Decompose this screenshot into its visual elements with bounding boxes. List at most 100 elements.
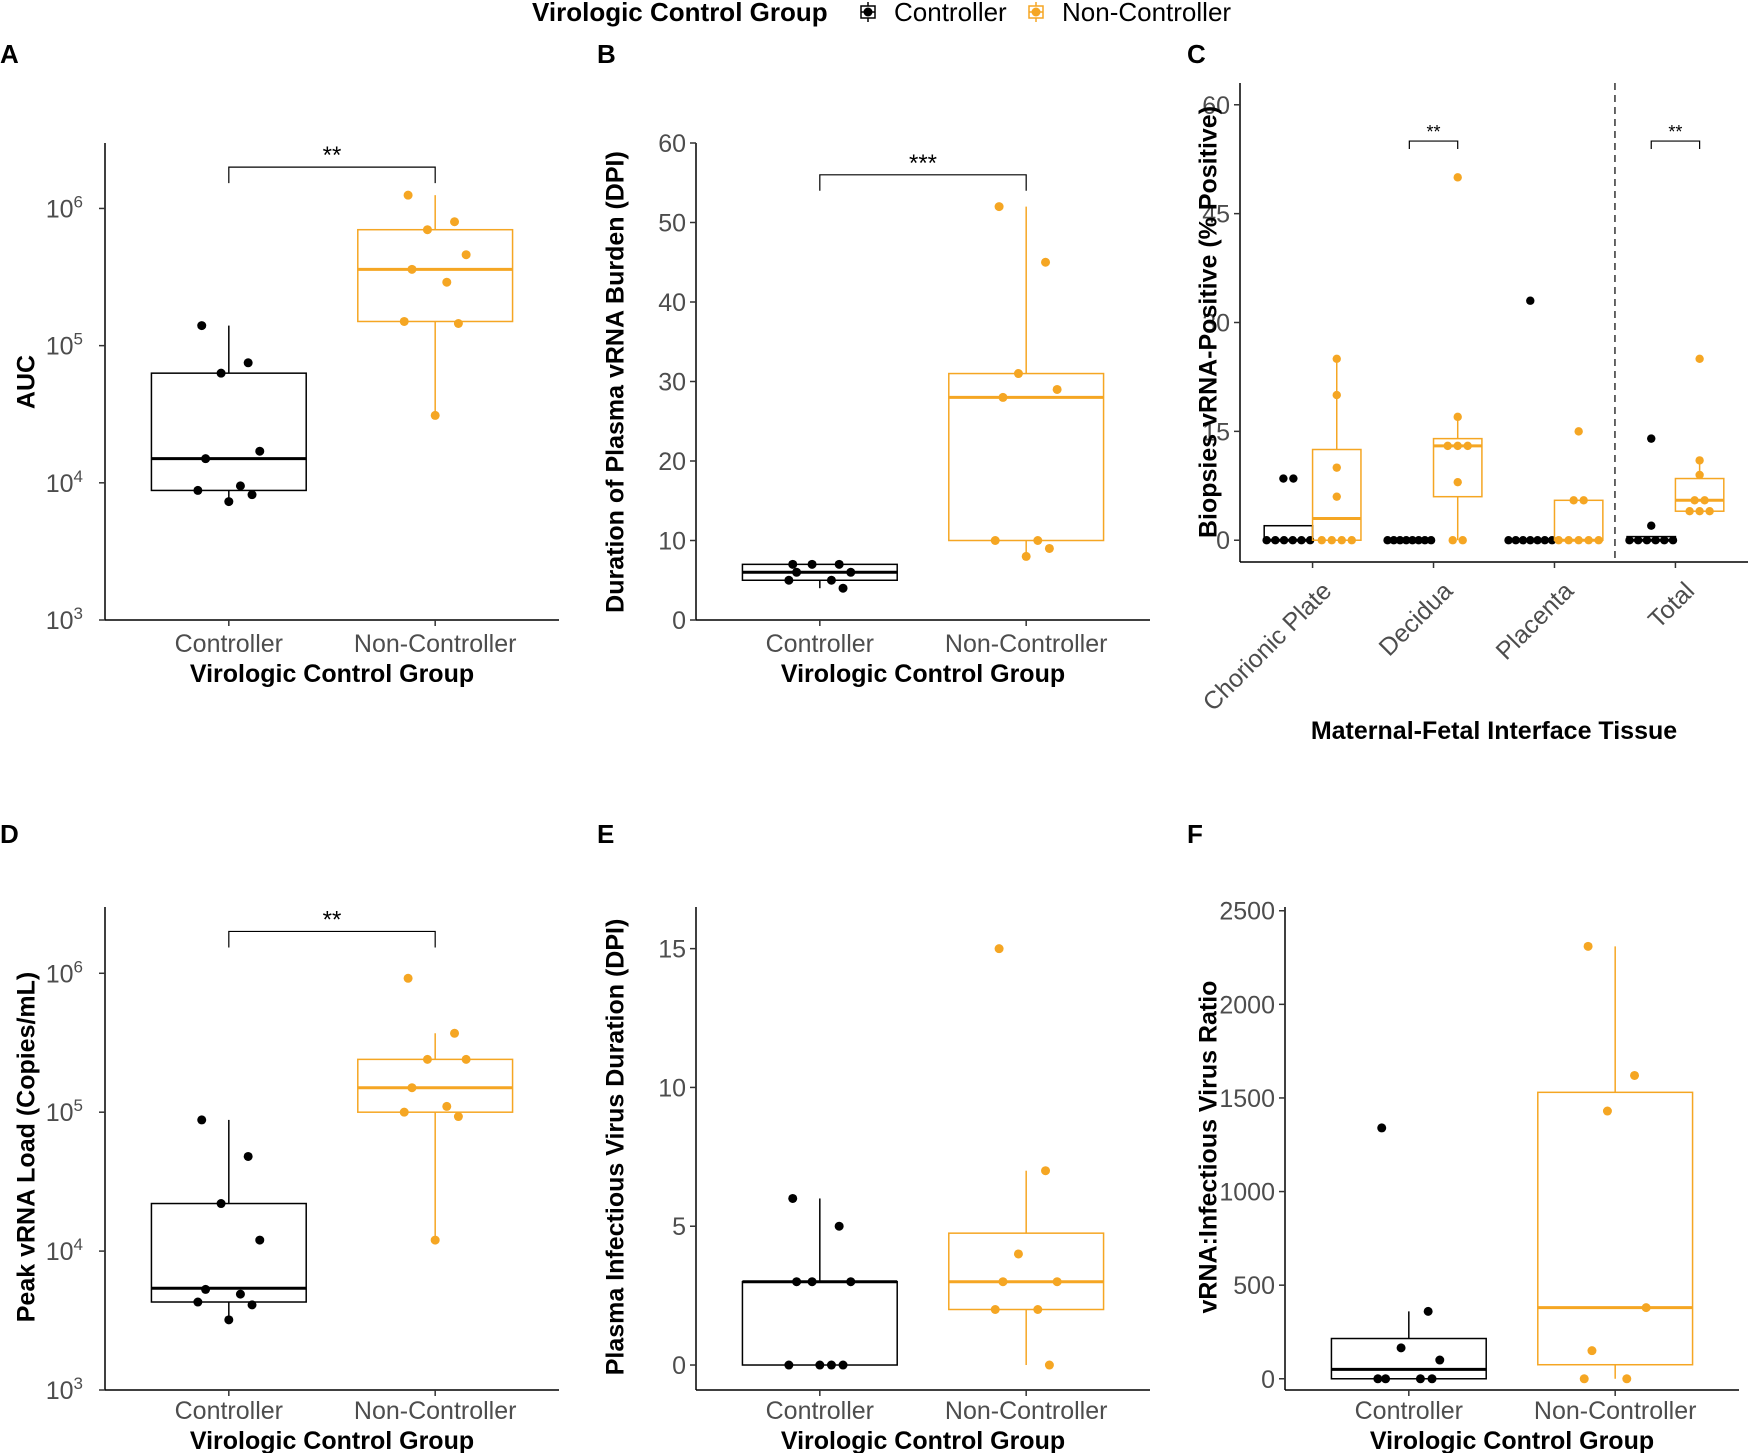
y-tick-label: 2000: [1219, 991, 1275, 1019]
data-point: [1332, 354, 1341, 363]
legend-key-non-controller: [1028, 2, 1044, 22]
y-tick-label: 103: [46, 604, 83, 635]
box-iqr: [1553, 499, 1604, 541]
y-tick-label: 15: [658, 936, 686, 964]
legend-key-controller: [860, 2, 876, 22]
data-point: [838, 1360, 848, 1370]
data-point: [1700, 496, 1709, 505]
data-point: [224, 1315, 234, 1325]
data-point: [792, 1277, 802, 1287]
data-point: [1453, 441, 1462, 451]
y-tick-label: 1000: [1219, 1179, 1275, 1207]
data-point: [1427, 1374, 1437, 1384]
box-controller: [1263, 524, 1314, 542]
data-point: [1041, 257, 1051, 267]
y-tick-label: 15: [1202, 418, 1230, 446]
data-point: [442, 277, 452, 287]
box-controller: [150, 325, 307, 502]
x-axis-title: Virologic Control Group: [190, 660, 474, 688]
data-point: [1279, 536, 1289, 545]
data-point: [1463, 441, 1472, 451]
data-point: [1420, 536, 1430, 545]
y-tick-label: 5: [672, 1213, 686, 1241]
box-controller: [150, 1119, 307, 1320]
data-point: [1579, 496, 1588, 505]
y-tick-label: 500: [1233, 1272, 1275, 1300]
y-tick-label: 0: [1261, 1366, 1275, 1394]
data-point: [807, 559, 817, 569]
data-point: [453, 1112, 463, 1122]
y-tick-label: 2500: [1219, 898, 1275, 926]
x-tick-label: Placenta: [1491, 577, 1580, 666]
box-controller: [741, 1198, 898, 1366]
data-point: [1013, 369, 1023, 379]
data-point: [1021, 551, 1031, 561]
x-axis-title: Virologic Control Group: [781, 660, 1065, 688]
box-non-controller: [1553, 499, 1604, 542]
data-point: [1642, 536, 1652, 545]
significance-label: **: [323, 142, 342, 169]
data-point: [826, 575, 836, 585]
data-point: [1332, 390, 1341, 400]
x-tick-label: Non-Controller: [945, 630, 1108, 658]
data-point: [1518, 536, 1528, 545]
y-axis-title: AUC: [13, 355, 41, 409]
data-point: [807, 1277, 817, 1287]
data-point: [1533, 536, 1542, 545]
y-tick-label: 104: [46, 467, 83, 498]
data-point: [1668, 536, 1678, 545]
data-point: [1564, 536, 1573, 545]
data-point: [1579, 1374, 1589, 1384]
data-point: [990, 1305, 1000, 1314]
y-tick-label: 30: [658, 369, 686, 397]
data-point: [1381, 1374, 1391, 1384]
data-point: [197, 1115, 207, 1125]
data-point: [1630, 1070, 1640, 1080]
y-tick-label: 105: [46, 330, 83, 361]
data-point: [815, 1360, 825, 1370]
data-point: [1602, 1106, 1612, 1116]
y-tick-label: 10: [658, 1074, 686, 1102]
box-non-controller: [948, 1170, 1105, 1366]
y-tick-label: 60: [1202, 92, 1230, 120]
data-point: [1695, 470, 1704, 480]
box-controller: [1330, 1311, 1487, 1380]
data-point: [1033, 536, 1043, 545]
data-point: [826, 1360, 836, 1370]
data-point: [1377, 1123, 1387, 1133]
data-point: [403, 973, 413, 983]
x-tick-label: Controller: [766, 630, 874, 658]
y-tick-label: 103: [46, 1374, 83, 1405]
box-iqr: [741, 1280, 898, 1366]
panel-letter: D: [0, 819, 19, 849]
data-point: [1426, 536, 1436, 545]
data-point: [846, 1277, 856, 1287]
data-point: [422, 1054, 432, 1064]
data-point: [792, 567, 802, 577]
y-tick-label: 106: [46, 957, 83, 988]
data-point: [1013, 1249, 1023, 1259]
y-tick-label: 20: [658, 448, 686, 476]
data-point: [998, 392, 1008, 402]
data-point: [407, 1083, 417, 1093]
data-point: [235, 481, 245, 491]
data-point: [243, 1151, 253, 1161]
data-point: [243, 358, 253, 368]
data-point: [430, 1235, 440, 1245]
panel-b: B 0 10 20 30 40 50 60 Duration of Plasma vRNA Bu…: [597, 39, 1150, 688]
panel-letter: A: [0, 39, 19, 69]
panel-f: F 0 500 1000 1500 2000 2500 vRNA:Infectious Vir…: [1187, 819, 1739, 1453]
data-point: [1443, 441, 1452, 451]
box-iqr: [357, 1058, 514, 1113]
data-point: [193, 1297, 203, 1307]
box-iqr: [948, 372, 1105, 542]
data-point: [1052, 1277, 1062, 1287]
panel-letter: B: [597, 39, 616, 69]
y-axis-title: Biopsies vRNA-Positive (% Positive): [1195, 106, 1223, 538]
data-point: [216, 368, 226, 378]
y-axis-title: Plasma Infectious Virus Duration (DPI): [602, 919, 630, 1376]
box-iqr: [948, 1232, 1105, 1311]
panel-letter: F: [1187, 819, 1203, 849]
data-point: [450, 217, 460, 227]
